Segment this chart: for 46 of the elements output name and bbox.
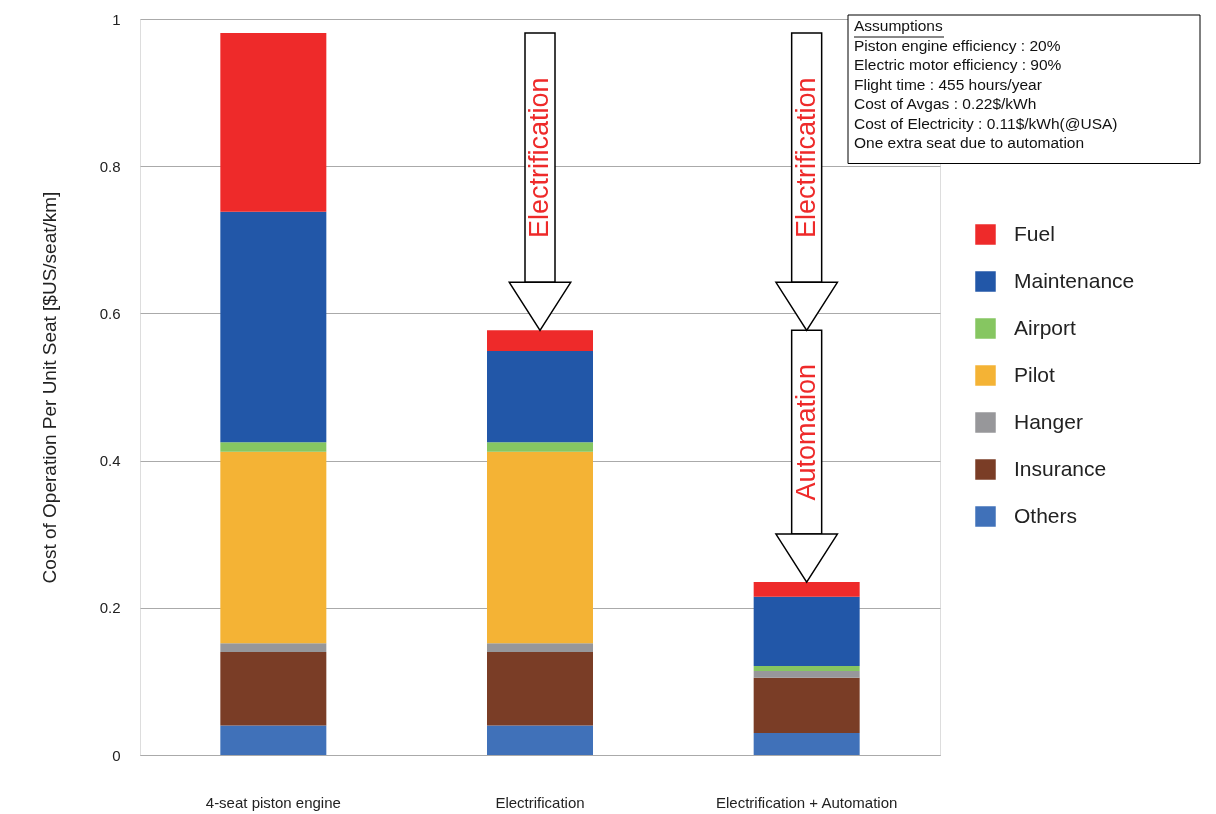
- y-tick-label: 0.8: [99, 157, 121, 175]
- bar: [220, 32, 327, 212]
- bar: [753, 671, 860, 678]
- bar: [753, 732, 860, 755]
- legend-label: Pilot: [1014, 362, 1056, 386]
- bar: [753, 582, 860, 597]
- y-tick-label: 1: [112, 10, 121, 28]
- annotation: Electric motor efficiency : 90%: [854, 56, 1062, 73]
- annotation: Flight time : 455 hours/year: [854, 75, 1042, 93]
- bar: [220, 651, 327, 726]
- x-tick-label: 4-seat piston engine: [205, 793, 341, 811]
- bar: [753, 665, 860, 672]
- annotation: Piston engine efficiency : 20%: [854, 36, 1061, 54]
- legend-label: Fuel: [1014, 221, 1055, 245]
- annotation: One extra seat due to automation: [854, 134, 1085, 151]
- x-tick-label: Electrification + Automation: [715, 793, 898, 811]
- y-tick-label: 0.4: [99, 452, 121, 470]
- bar: [487, 651, 593, 726]
- y-tick-label: 0.2: [99, 599, 121, 617]
- annotation: Assumptions: [854, 17, 943, 34]
- bar: [487, 350, 593, 443]
- bar: [220, 442, 327, 452]
- legend-label: Others: [1014, 503, 1078, 527]
- bar: [220, 451, 327, 644]
- annotation: Electrification: [524, 77, 554, 238]
- annotation: Cost of Avgas : 0.22$/kWh: [854, 95, 1037, 112]
- bar: [487, 451, 593, 644]
- x-tick-label: Electrification: [495, 793, 585, 811]
- legend-label: Insurance: [1014, 456, 1107, 480]
- y-tick-label: 0.6: [99, 304, 121, 322]
- legend-label: Maintenance: [1014, 268, 1135, 292]
- bar: [220, 725, 327, 755]
- y-axis-title: Cost of Operation Per Unit Seat [$US/seat/km]: [38, 191, 60, 584]
- bar: [487, 442, 593, 452]
- annotation: Cost of Electricity : 0.11$/kWh(@USA): [854, 114, 1118, 132]
- bar: [487, 643, 593, 652]
- annotation: Electrification: [790, 77, 821, 238]
- bar: [753, 596, 860, 666]
- legend-label: Airport: [1014, 315, 1077, 339]
- legend-label: Hanger: [1014, 409, 1083, 433]
- bar: [487, 725, 593, 755]
- bar: [753, 677, 860, 733]
- y-tick-label: 0: [112, 746, 121, 764]
- bar: [220, 211, 327, 443]
- annotation: Automation: [790, 363, 821, 501]
- bar: [220, 643, 327, 652]
